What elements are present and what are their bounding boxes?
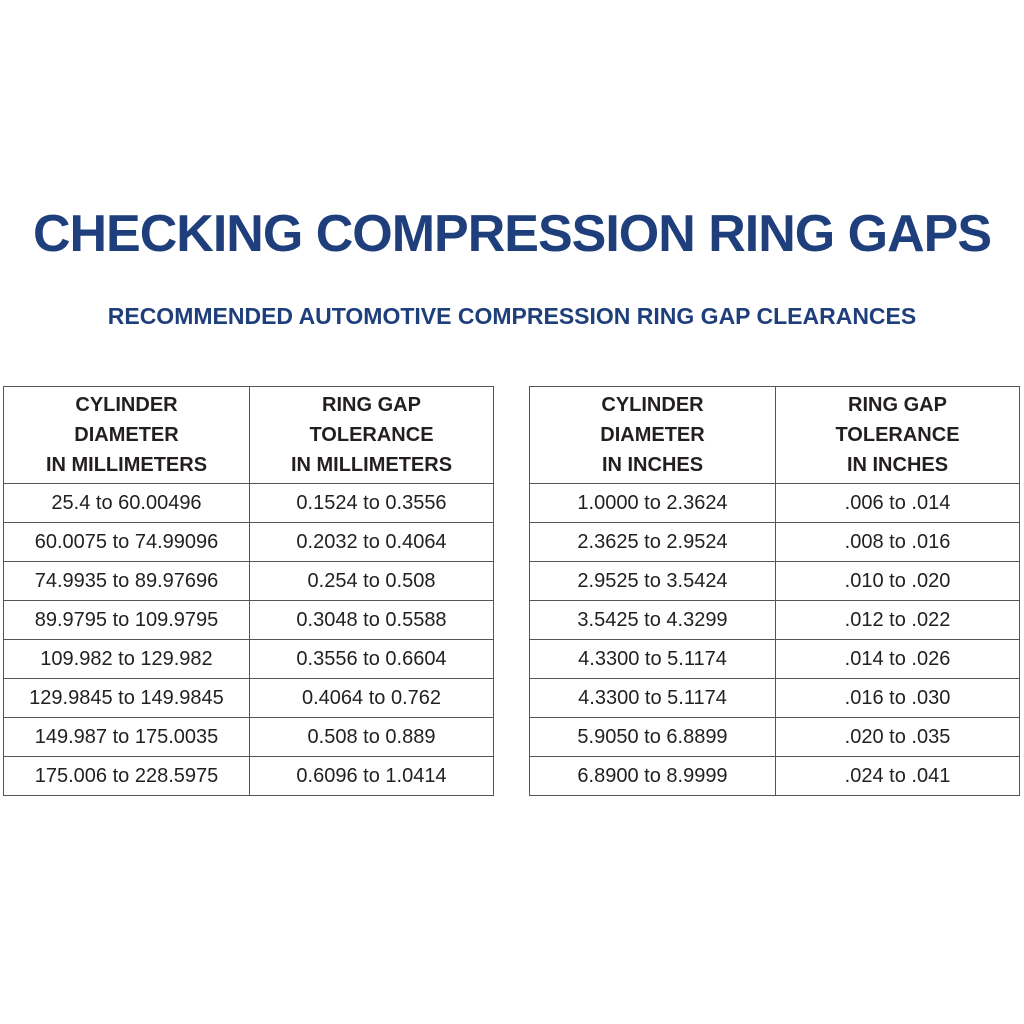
ring-gap-cell: .024 to .041 (775, 756, 1020, 796)
table-row: 2.9525 to 3.5424.010 to .020 (529, 561, 1020, 601)
table-row: 3.5425 to 4.3299.012 to .022 (529, 600, 1020, 640)
table-row: 6.8900 to 8.9999.024 to .041 (529, 756, 1020, 796)
inches-table: CYLINDER DIAMETER IN INCHES RING GAP TOLERAN… (529, 386, 1020, 796)
cylinder-diameter-cell: 2.9525 to 3.5424 (529, 561, 776, 601)
millimeters-table: CYLINDER DIAMETER IN MILLIMETERS RING GAP TO… (3, 386, 494, 796)
cylinder-diameter-cell: 89.9795 to 109.9795 (3, 600, 250, 640)
ring-gap-cell: .020 to .035 (775, 717, 1020, 757)
column-header-line: DIAMETER (74, 424, 179, 446)
table-row: 175.006 to 228.5975 0.6096 to 1.0414 (3, 756, 494, 796)
ring-gap-cell: 0.3556 to 0.6604 (249, 639, 494, 679)
cylinder-diameter-cell: 1.0000 to 2.3624 (529, 483, 776, 523)
ring-gap-cell: .016 to .030 (775, 678, 1020, 718)
cylinder-diameter-cell: 3.5425 to 4.3299 (529, 600, 776, 640)
cylinder-diameter-cell: 4.3300 to 5.1174 (529, 678, 776, 718)
ring-gap-cell: .014 to .026 (775, 639, 1020, 679)
column-header-line: CYLINDER (601, 394, 704, 416)
cylinder-diameter-cell: 4.3300 to 5.1174 (529, 639, 776, 679)
column-header: RING GAP TOLERANCE IN MILLIMETERS (249, 386, 494, 484)
ring-gap-cell: 0.508 to 0.889 (249, 717, 494, 757)
column-header-line: TOLERANCE (835, 424, 960, 446)
table-row: 89.9795 to 109.9795 0.3048 to 0.5588 (3, 600, 494, 640)
table-row: 109.982 to 129.982 0.3556 to 0.6604 (3, 639, 494, 679)
column-header-line: CYLINDER (75, 394, 178, 416)
cylinder-diameter-cell: 6.8900 to 8.9999 (529, 756, 776, 796)
table-row: 4.3300 to 5.1174.014 to .026 (529, 639, 1020, 679)
ring-gap-cell: .006 to .014 (775, 483, 1020, 523)
cylinder-diameter-cell: 175.006 to 228.5975 (3, 756, 250, 796)
table-row: 149.987 to 175.0035 0.508 to 0.889 (3, 717, 494, 757)
table-row: 5.9050 to 6.8899.020 to .035 (529, 717, 1020, 757)
table-row: 129.9845 to 149.9845 0.4064 to 0.762 (3, 678, 494, 718)
table-row: 60.0075 to 74.99096 0.2032 to 0.4064 (3, 522, 494, 562)
cylinder-diameter-cell: 2.3625 to 2.9524 (529, 522, 776, 562)
ring-gap-cell: 0.1524 to 0.3556 (249, 483, 494, 523)
column-header: CYLINDER DIAMETER IN INCHES (529, 386, 776, 484)
cylinder-diameter-cell: 129.9845 to 149.9845 (3, 678, 250, 718)
table-row: 1.0000 to 2.3624.006 to .014 (529, 483, 1020, 523)
ring-gap-cell: 0.6096 to 1.0414 (249, 756, 494, 796)
cylinder-diameter-cell: 74.9935 to 89.97696 (3, 561, 250, 601)
ring-gap-cell: .010 to .020 (775, 561, 1020, 601)
column-header-line: IN INCHES (846, 454, 949, 476)
cylinder-diameter-cell: 25.4 to 60.00496 (3, 483, 250, 523)
header-row: CYLINDER DIAMETER IN INCHES RING GAP TOLERAN… (529, 386, 1020, 484)
cylinder-diameter-cell: 5.9050 to 6.8899 (529, 717, 776, 757)
column-header-line: RING GAP (848, 394, 947, 416)
column-header-line: RING GAP (322, 394, 421, 416)
ring-gap-cell: .012 to .022 (775, 600, 1020, 640)
title-container: CHECKING COMPRESSION RING GAPS (0, 204, 1024, 264)
page-subtitle: RECOMMENDED AUTOMOTIVE COMPRESSION RING … (107, 303, 917, 329)
ring-gap-cell: .008 to .016 (775, 522, 1020, 562)
cylinder-diameter-cell: 109.982 to 129.982 (3, 639, 250, 679)
column-header-line: DIAMETER (600, 424, 705, 446)
column-header-line: IN MILLIMETERS (290, 454, 453, 476)
ring-gap-cell: 0.3048 to 0.5588 (249, 600, 494, 640)
column-header-line: IN INCHES (601, 454, 704, 476)
cylinder-diameter-cell: 149.987 to 175.0035 (3, 717, 250, 757)
table-row: 4.3300 to 5.1174.016 to .030 (529, 678, 1020, 718)
table-row: 2.3625 to 2.9524.008 to .016 (529, 522, 1020, 562)
table-row: 25.4 to 60.00496 0.1524 to 0.3556 (3, 483, 494, 523)
ring-gap-cell: 0.254 to 0.508 (249, 561, 494, 601)
column-header: RING GAP TOLERANCE IN INCHES (775, 386, 1020, 484)
cylinder-diameter-cell: 60.0075 to 74.99096 (3, 522, 250, 562)
page-title: CHECKING COMPRESSION RING GAPS (32, 205, 992, 263)
header-row: CYLINDER DIAMETER IN MILLIMETERS RING GAP TO… (3, 386, 494, 484)
column-header-line: IN MILLIMETERS (45, 454, 208, 476)
ring-gap-cell: 0.2032 to 0.4064 (249, 522, 494, 562)
table-row: 74.9935 to 89.97696 0.254 to 0.508 (3, 561, 494, 601)
column-header: CYLINDER DIAMETER IN MILLIMETERS (3, 386, 250, 484)
column-header-line: TOLERANCE (309, 424, 434, 446)
ring-gap-cell: 0.4064 to 0.762 (249, 678, 494, 718)
